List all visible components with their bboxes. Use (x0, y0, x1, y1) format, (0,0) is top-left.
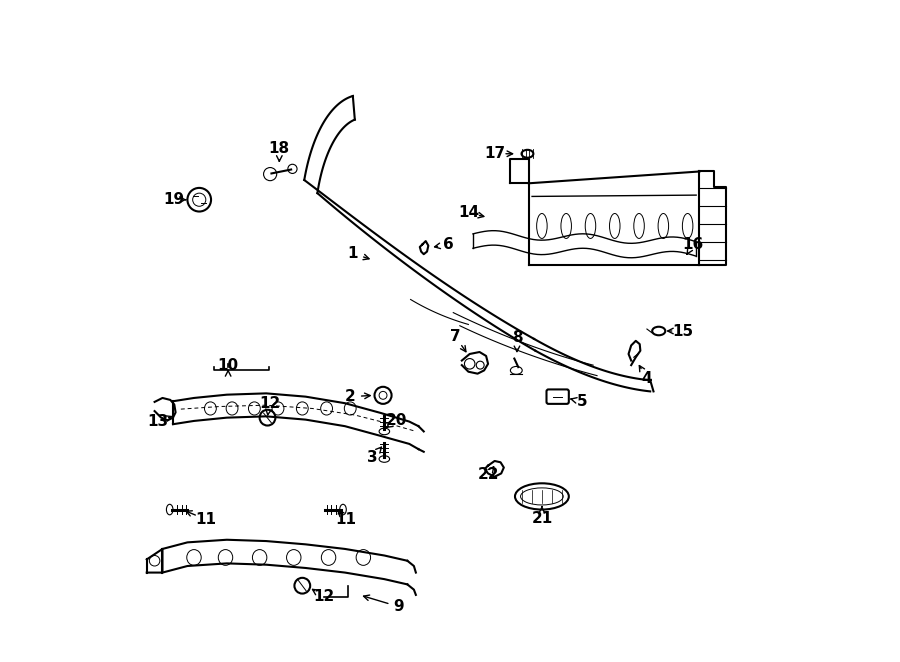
Text: 9: 9 (393, 599, 404, 614)
Text: 20: 20 (385, 414, 407, 428)
Text: 10: 10 (218, 357, 238, 373)
Text: 22: 22 (477, 467, 499, 481)
Text: 16: 16 (682, 237, 704, 252)
Text: 19: 19 (164, 192, 184, 207)
Text: 8: 8 (511, 330, 522, 345)
Text: 21: 21 (531, 510, 553, 526)
Text: 12: 12 (313, 589, 335, 604)
Text: 15: 15 (672, 324, 694, 338)
Text: 3: 3 (367, 449, 378, 465)
Text: 6: 6 (444, 237, 454, 252)
Text: 11: 11 (336, 512, 356, 527)
Text: 5: 5 (577, 395, 588, 409)
Text: 11: 11 (195, 512, 216, 527)
Text: 1: 1 (347, 246, 358, 261)
Text: 13: 13 (148, 414, 168, 429)
Text: 4: 4 (642, 371, 652, 386)
Text: 18: 18 (269, 141, 290, 156)
Text: 12: 12 (259, 396, 280, 410)
Text: 2: 2 (345, 389, 356, 404)
Text: 14: 14 (458, 205, 479, 220)
Text: 17: 17 (484, 146, 505, 162)
Text: 7: 7 (450, 329, 461, 344)
